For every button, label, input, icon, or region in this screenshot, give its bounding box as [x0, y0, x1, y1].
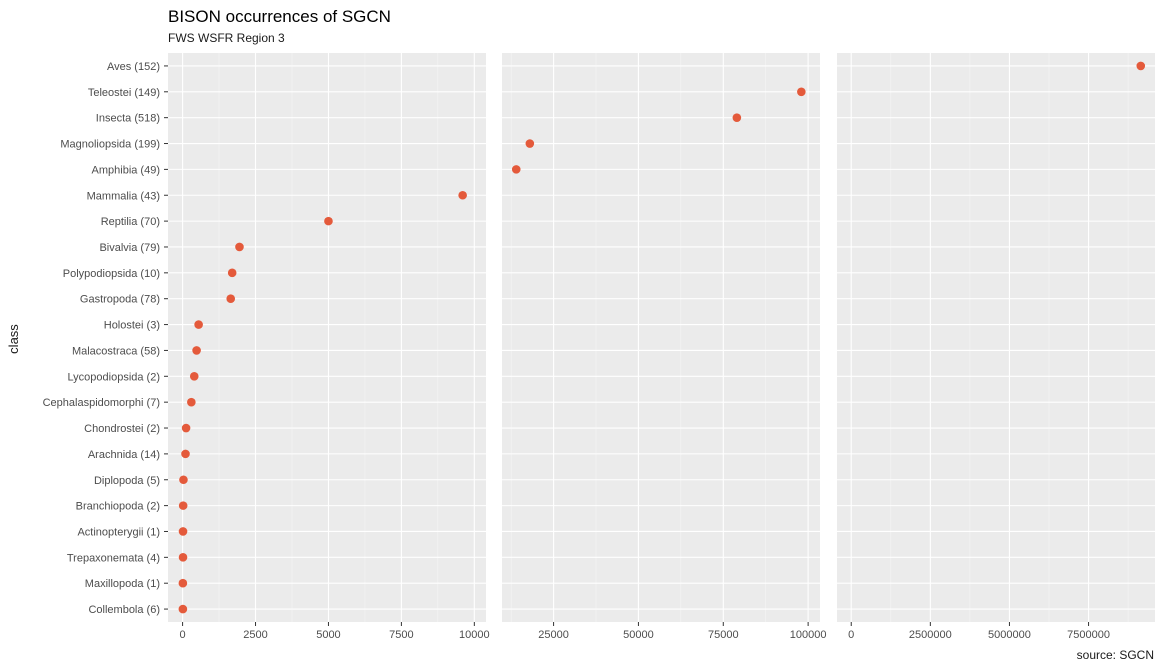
- y-tick-label: Insecta (518): [96, 113, 160, 125]
- data-point: [324, 216, 333, 226]
- x-tick-label: 7500: [389, 629, 413, 641]
- data-point: [189, 371, 199, 381]
- data-point: [194, 320, 203, 329]
- facet-panels: 0 2500 5000 7500 10000 25000 50000 75000 100000 0…: [168, 53, 1155, 641]
- y-tick-label: Teleostei (149): [88, 87, 160, 99]
- data-point: [178, 553, 188, 562]
- facet-panel: 25000 50000 75000 100000: [502, 53, 826, 641]
- y-tick-label: Branchiopoda (2): [76, 501, 160, 513]
- y-tick-label: Reptilia (70): [101, 216, 160, 228]
- y-tick-label: Chondrostei (2): [84, 423, 160, 435]
- data-point: [732, 113, 742, 122]
- facet-panel: 0 2500 5000 7500 10000: [168, 53, 490, 641]
- data-point: [797, 87, 806, 97]
- y-tick-label: Amphibia (49): [92, 164, 160, 176]
- data-point: [187, 397, 196, 407]
- data-point: [226, 294, 236, 304]
- x-tick-label: 10000: [459, 629, 490, 641]
- x-tick-label: 0: [180, 629, 186, 641]
- y-tick-label: Collembola (6): [88, 604, 160, 616]
- chart-title: BISON occurrences of SGCN: [168, 7, 391, 26]
- y-tick-label: Diplopoda (5): [94, 475, 160, 487]
- chart-subtitle: FWS WSFR Region 3: [168, 31, 285, 45]
- y-tick-label: Lycopodiopsida (2): [67, 371, 160, 383]
- data-point: [179, 475, 188, 485]
- y-tick-label: Magnoliopsida (199): [60, 139, 160, 151]
- x-tick-label: 50000: [623, 629, 654, 641]
- chart-caption: source: SGCN: [1077, 648, 1154, 662]
- data-point: [227, 268, 237, 278]
- x-tick-label: 5000: [316, 629, 340, 641]
- x-tick-label: 25000: [538, 629, 569, 641]
- panel-background: [837, 53, 1155, 622]
- data-point: [178, 578, 188, 588]
- data-point: [235, 242, 244, 252]
- x-tick-label: 5000000: [988, 629, 1031, 641]
- y-tick-label: Trepaxonemata (4): [67, 552, 160, 564]
- panel-background: [502, 53, 820, 622]
- x-tick-label: 2500000: [909, 629, 952, 641]
- y-tick-label: Bivalvia (79): [99, 242, 160, 254]
- x-tick-label: 7500000: [1067, 629, 1110, 641]
- x-tick-label: 0: [848, 629, 854, 641]
- y-tick-label: Holostei (3): [104, 320, 160, 332]
- y-tick-label: Aves (152): [107, 61, 160, 73]
- y-axis: Aves (152) Teleostei (149) Insecta (518) Ma…: [43, 61, 168, 616]
- y-tick-label: Arachnida (14): [88, 449, 160, 461]
- y-axis-title: class: [6, 324, 21, 354]
- y-tick-label: Mammalia (43): [87, 190, 160, 202]
- data-point: [1136, 61, 1146, 71]
- y-tick-label: Polypodiopsida (10): [63, 268, 160, 280]
- y-tick-label: Maxillopoda (1): [85, 578, 160, 590]
- facet-panel: 0 2500000 5000000 7500000: [837, 53, 1155, 641]
- x-tick-label: 100000: [790, 629, 827, 641]
- data-point: [181, 423, 191, 433]
- data-point: [192, 346, 201, 355]
- y-tick-label: Actinopterygii (1): [77, 526, 160, 538]
- data-point: [178, 501, 188, 510]
- x-tick-label: 2500: [243, 629, 267, 641]
- data-point: [458, 190, 467, 200]
- data-point: [178, 604, 188, 614]
- data-point: [181, 449, 190, 459]
- y-tick-label: Gastropoda (78): [80, 294, 160, 306]
- y-tick-label: Cephalaspidomorphi (7): [43, 397, 160, 409]
- data-point: [525, 139, 535, 148]
- data-point: [178, 527, 188, 536]
- data-point: [511, 165, 521, 174]
- x-tick-label: 75000: [708, 629, 739, 641]
- y-tick-label: Malacostraca (58): [72, 345, 160, 357]
- panel-background: [168, 53, 486, 622]
